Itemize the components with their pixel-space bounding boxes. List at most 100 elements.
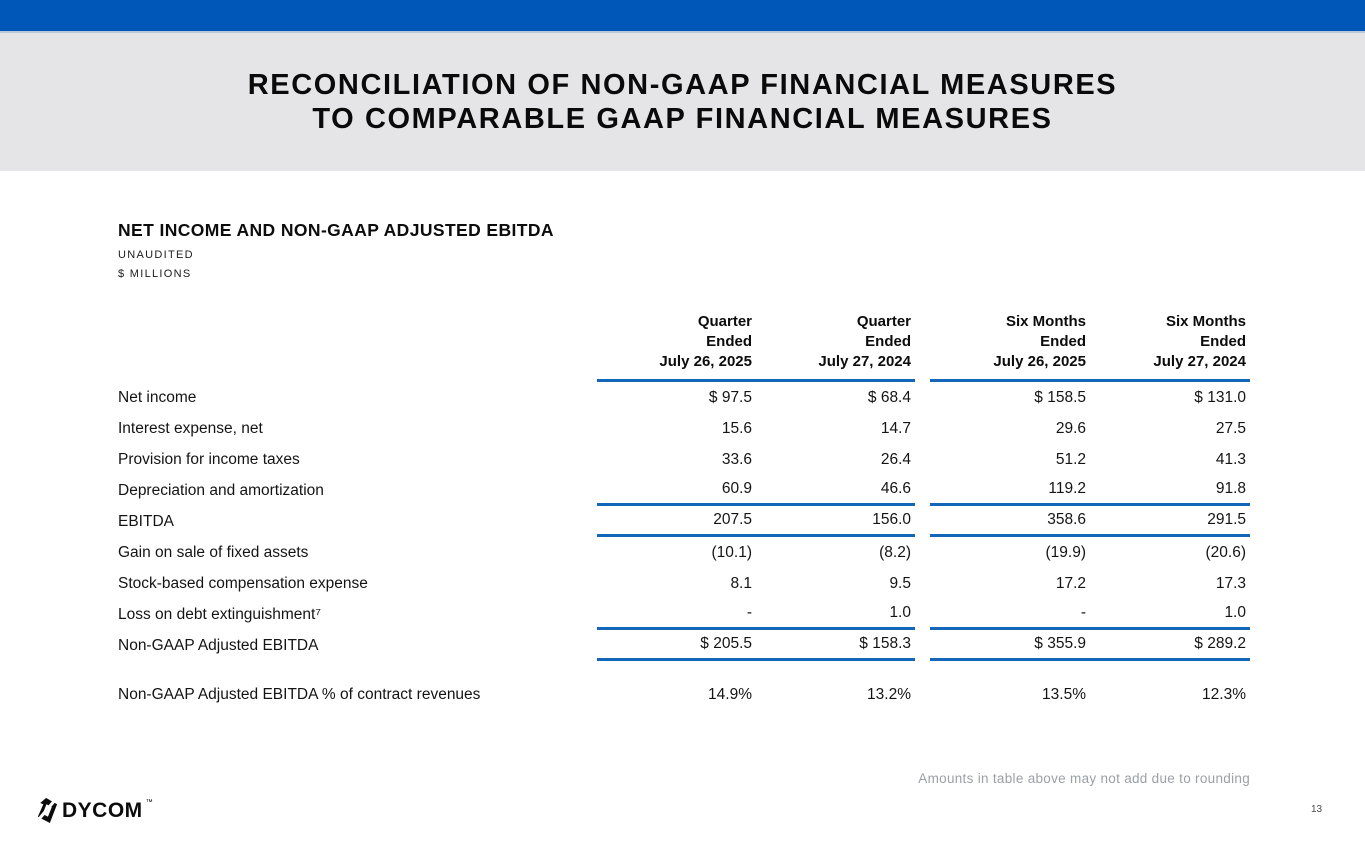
row-value-group: 119.2 91.8 [930,475,1250,506]
row-value: - [746,604,752,621]
row-value: 13.5% [1042,685,1086,703]
row-value-group: $ 355.9 $ 289.2 [930,630,1250,661]
column-header: Six Months Ended July 27, 2024 [1090,312,1250,372]
column-header-line: Ended [865,333,911,350]
row-value: $ 289.2 [1194,635,1246,652]
row-value-group: $ 158.5 $ 131.0 [930,382,1250,413]
row-value-group: 17.2 17.3 [930,568,1250,599]
column-header-line: Quarter [856,313,911,330]
row-value: (8.2) [879,543,911,561]
row-value-group: 14.9% 13.2% [597,679,915,710]
row-label: Loss on debt extinguishment⁷ [118,605,321,623]
row-label: Interest expense, net [118,419,263,437]
trademark-symbol: ™ [145,799,153,806]
column-header-line: Quarter [697,313,752,330]
table-row: EBITDA 207.5 156.0 358.6 291.5 [118,506,1250,537]
row-value: 119.2 [1048,480,1086,497]
row-label: Provision for income taxes [118,450,300,468]
row-value: 291.5 [1207,511,1246,528]
unaudited-note: UNAUDITED [118,249,194,261]
column-header: Quarter Ended July 27, 2024 [756,312,915,372]
table-row: Depreciation and amortization 60.9 46.6 119… [118,475,1250,506]
row-value: 91.8 [1215,480,1246,497]
row-value-group: - 1.0 [930,599,1250,630]
column-header-line: July 27, 2024 [818,353,911,370]
section-heading: NET INCOME AND NON-GAAP ADJUSTED EBITDA [118,220,554,240]
title-band: RECONCILIATION OF NON-GAAP FINANCIAL MEA… [0,33,1365,171]
row-value: 8.1 [730,574,752,592]
row-value: $ 97.5 [708,388,752,406]
row-value: $ 158.5 [1034,388,1086,406]
table-row: Non-GAAP Adjusted EBITDA $ 205.5 $ 158.3 $ … [118,630,1250,661]
row-value: 358.6 [1047,511,1086,528]
header-group-sixmonths: Six Months Ended July 26, 2025 Six Months En… [930,312,1250,382]
row-value: 60.9 [721,480,752,497]
row-label: Stock-based compensation expense [118,574,368,592]
row-value-group: 33.6 26.4 [597,444,915,475]
row-value-group: 8.1 9.5 [597,568,915,599]
table-header-row: Quarter Ended July 26, 2025 Quarter Ended Jul… [118,312,1250,382]
header-group-quarter: Quarter Ended July 26, 2025 Quarter Ended Jul… [597,312,915,382]
column-header-line: Ended [1040,333,1086,350]
row-value: $ 205.5 [700,635,752,652]
row-value: 9.5 [889,574,911,592]
row-value: $ 355.9 [1034,635,1086,652]
row-value: 26.4 [880,450,911,468]
column-header-line: Ended [1200,333,1246,350]
slide-title-line2: TO COMPARABLE GAAP FINANCIAL MEASURES [312,103,1053,135]
table-row: Interest expense, net 15.6 14.7 29.6 27.5 [118,413,1250,444]
row-value: 1.0 [1224,604,1246,621]
table-row: Loss on debt extinguishment⁷ - 1.0 - 1.0 [118,599,1250,630]
row-label: Depreciation and amortization [118,481,324,499]
row-value: 41.3 [1215,450,1246,468]
row-value: 27.5 [1215,419,1246,437]
row-value: 46.6 [880,480,911,497]
row-value-group: (10.1) (8.2) [597,537,915,568]
table-row: Gain on sale of fixed assets (10.1) (8.2)(… [118,537,1250,568]
dycom-logo: DYCOM ™ [34,795,153,829]
row-value: - [1080,604,1086,621]
row-value: 51.2 [1055,450,1086,468]
row-value-group: 51.2 41.3 [930,444,1250,475]
row-label: Gain on sale of fixed assets [118,543,309,561]
row-value: 14.9% [708,685,752,703]
row-value-group: (19.9) (20.6) [930,537,1250,568]
reconciliation-table: Quarter Ended July 26, 2025 Quarter Ended Jul… [118,312,1250,710]
slide-title-line1: RECONCILIATION OF NON-GAAP FINANCIAL MEA… [247,69,1118,101]
slide-title: RECONCILIATION OF NON-GAAP FINANCIAL MEA… [248,68,1118,136]
column-header-line: Ended [706,333,752,350]
rounding-footnote: Amounts in table above may not add due t… [918,771,1250,786]
column-header-line: Six Months [1005,313,1086,330]
table-rows: Net income $ 97.5 $ 68.4 $ 158.5 $ 131.0 Inte… [118,382,1250,661]
row-value: 1.0 [889,604,911,621]
column-header-line: Six Months [1165,313,1246,330]
row-value-group: 13.5% 12.3% [930,679,1250,710]
row-value: 156.0 [872,511,911,528]
row-label: Non-GAAP Adjusted EBITDA % of contract r… [118,685,481,703]
top-accent-bar [0,0,1365,33]
table-row: Stock-based compensation expense 8.1 9.5 17… [118,568,1250,599]
row-label: Net income [118,388,197,406]
row-value: $ 68.4 [867,388,911,406]
row-value: 207.5 [713,511,752,528]
page-number: 13 [1311,804,1323,815]
row-value-group: 207.5 156.0 [597,506,915,537]
row-value: (20.6) [1205,543,1247,561]
row-value: 29.6 [1055,419,1086,437]
row-value: 13.2% [867,685,911,703]
row-value-group: - 1.0 [597,599,915,630]
row-label: Non-GAAP Adjusted EBITDA [118,636,319,654]
row-value: 33.6 [721,450,752,468]
millions-note: $ MILLIONS [118,268,192,280]
section-heading-block: NET INCOME AND NON-GAAP ADJUSTED EBITDA … [118,220,554,280]
percent-row: Non-GAAP Adjusted EBITDA % of contract r… [118,679,1250,710]
row-value: $ 131.0 [1194,388,1246,406]
row-value-group: $ 205.5 $ 158.3 [597,630,915,661]
row-value-group: 15.6 14.7 [597,413,915,444]
column-header: Quarter Ended July 26, 2025 [597,312,756,372]
dycom-logo-text: DYCOM [62,799,143,822]
row-value-group: 29.6 27.5 [930,413,1250,444]
column-header-line: July 26, 2025 [993,353,1086,370]
table-row: Provision for income taxes 33.6 26.4 51.2 41… [118,444,1250,475]
column-header-line: July 27, 2024 [1153,353,1246,370]
